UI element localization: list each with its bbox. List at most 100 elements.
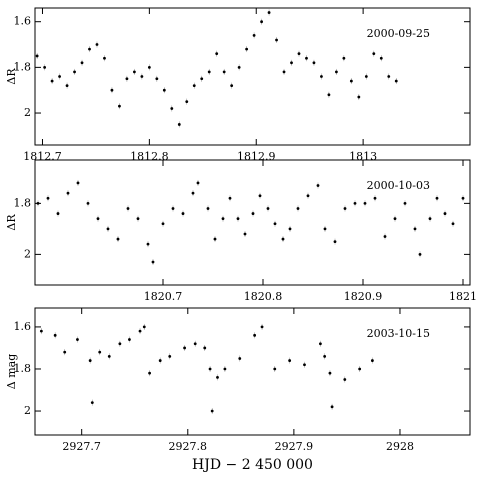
- data-point: [316, 184, 320, 187]
- data-point: [208, 367, 212, 371]
- data-point: [210, 409, 214, 413]
- data-point: [319, 342, 322, 346]
- data-point: [358, 367, 362, 371]
- data-point: [88, 359, 92, 362]
- data-point: [297, 52, 301, 56]
- data-point: [191, 191, 195, 195]
- data-point: [58, 75, 61, 78]
- x-tick-label: 2927.9: [275, 440, 314, 453]
- y-tick-label: 1.8: [14, 362, 32, 375]
- data-point: [349, 79, 353, 83]
- data-point: [305, 56, 308, 60]
- data-point: [282, 70, 286, 74]
- data-point: [53, 333, 57, 337]
- x-tick-label: 2928: [386, 440, 414, 453]
- data-point: [76, 181, 80, 185]
- y-tick-label: 1.6: [14, 15, 32, 28]
- data-point: [138, 329, 142, 333]
- data-point: [461, 196, 465, 200]
- data-point: [221, 217, 225, 221]
- panel-frame: [34, 307, 471, 436]
- data-point: [383, 235, 387, 238]
- data-point: [230, 84, 234, 88]
- data-point: [288, 227, 292, 231]
- data-point: [116, 237, 120, 241]
- data-point: [267, 11, 271, 14]
- y-tick-label: 2: [24, 247, 31, 260]
- data-point: [43, 65, 47, 69]
- data-point: [76, 338, 79, 341]
- data-point: [251, 212, 255, 215]
- data-point: [333, 240, 337, 244]
- data-point: [238, 357, 242, 360]
- data-point: [207, 70, 211, 74]
- data-point: [177, 123, 181, 126]
- data-point: [162, 88, 166, 92]
- data-point: [343, 207, 347, 210]
- data-point: [118, 342, 122, 346]
- data-point: [147, 65, 151, 69]
- data-point: [323, 354, 327, 358]
- data-point: [196, 181, 200, 185]
- data-point: [73, 70, 76, 74]
- data-point: [343, 378, 347, 381]
- y-tick-label: 1.8: [14, 60, 32, 73]
- data-point: [237, 65, 241, 69]
- data-point: [103, 56, 106, 60]
- data-point: [328, 371, 332, 375]
- data-point: [327, 93, 331, 97]
- data-point: [155, 77, 159, 81]
- data-point: [418, 252, 422, 256]
- data-point: [303, 363, 306, 367]
- data-point: [200, 77, 204, 81]
- data-point: [151, 260, 155, 264]
- data-point: [253, 333, 257, 337]
- data-point: [363, 201, 367, 205]
- data-point: [216, 375, 219, 379]
- data-point: [66, 191, 70, 195]
- data-point: [35, 54, 39, 58]
- data-point: [90, 401, 94, 405]
- data-point: [203, 346, 207, 350]
- data-point: [140, 75, 144, 78]
- data-point: [158, 359, 162, 362]
- data-point: [260, 20, 263, 24]
- data-point: [357, 95, 361, 99]
- data-point: [39, 329, 43, 333]
- y-axis-label: Δ mag: [5, 354, 18, 389]
- data-point: [88, 47, 91, 51]
- y-axis-label: ΔR: [5, 68, 18, 85]
- data-point: [373, 196, 377, 200]
- data-point: [95, 43, 99, 46]
- data-point: [245, 47, 249, 51]
- data-point: [370, 359, 374, 362]
- data-point: [206, 207, 210, 210]
- data-point: [110, 88, 114, 92]
- data-point: [65, 84, 69, 88]
- data-point: [56, 212, 60, 215]
- data-point: [403, 201, 407, 205]
- data-point: [96, 217, 100, 221]
- data-point: [330, 405, 334, 409]
- data-point: [273, 222, 277, 226]
- data-point: [46, 196, 50, 200]
- data-point: [451, 222, 455, 226]
- x-tick-label: 1812.7: [23, 150, 62, 163]
- x-tick-label: 1820.7: [144, 290, 183, 303]
- y-tick-label: 1.8: [14, 196, 32, 209]
- data-point: [50, 79, 54, 83]
- panel-frame: [34, 159, 471, 286]
- data-point: [372, 52, 376, 56]
- y-tick-label: 2: [24, 106, 31, 119]
- data-point: [252, 34, 256, 37]
- data-point: [146, 242, 150, 246]
- data-point: [266, 207, 270, 210]
- data-point: [98, 350, 102, 354]
- data-point: [106, 227, 110, 231]
- data-point: [168, 354, 172, 358]
- data-point: [183, 346, 186, 350]
- data-point: [288, 359, 292, 362]
- data-point: [335, 70, 338, 74]
- data-point: [273, 367, 277, 371]
